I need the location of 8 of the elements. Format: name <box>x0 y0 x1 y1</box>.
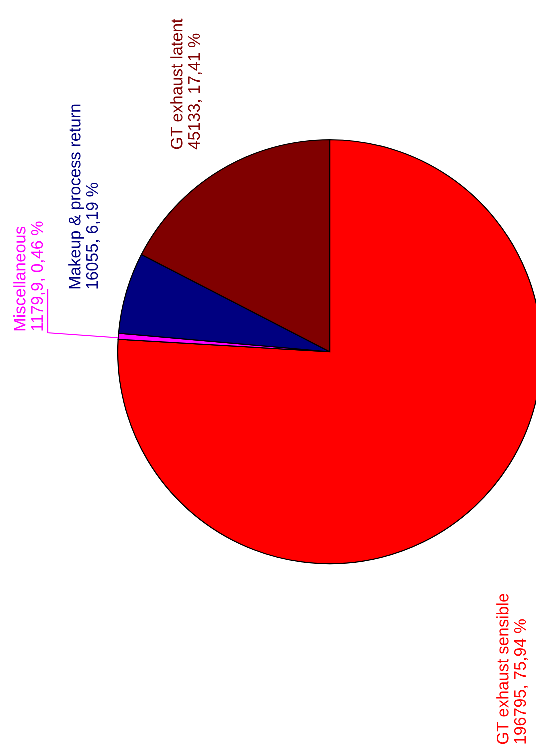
slice-label: Makeup & process return <box>68 104 84 289</box>
data-label: 1179,9, 0,46 % <box>31 222 46 331</box>
slice-label: Miscellaneous <box>14 226 26 331</box>
slice-label: GT exhaust latent <box>170 18 183 150</box>
slice-label: GT exhaust sensible <box>496 594 509 744</box>
data-label: 45133, 17,41 % <box>188 34 202 150</box>
data-label: 16055, 6,19 % <box>86 183 100 289</box>
data-label: 196795, 75,94 % <box>514 620 528 744</box>
